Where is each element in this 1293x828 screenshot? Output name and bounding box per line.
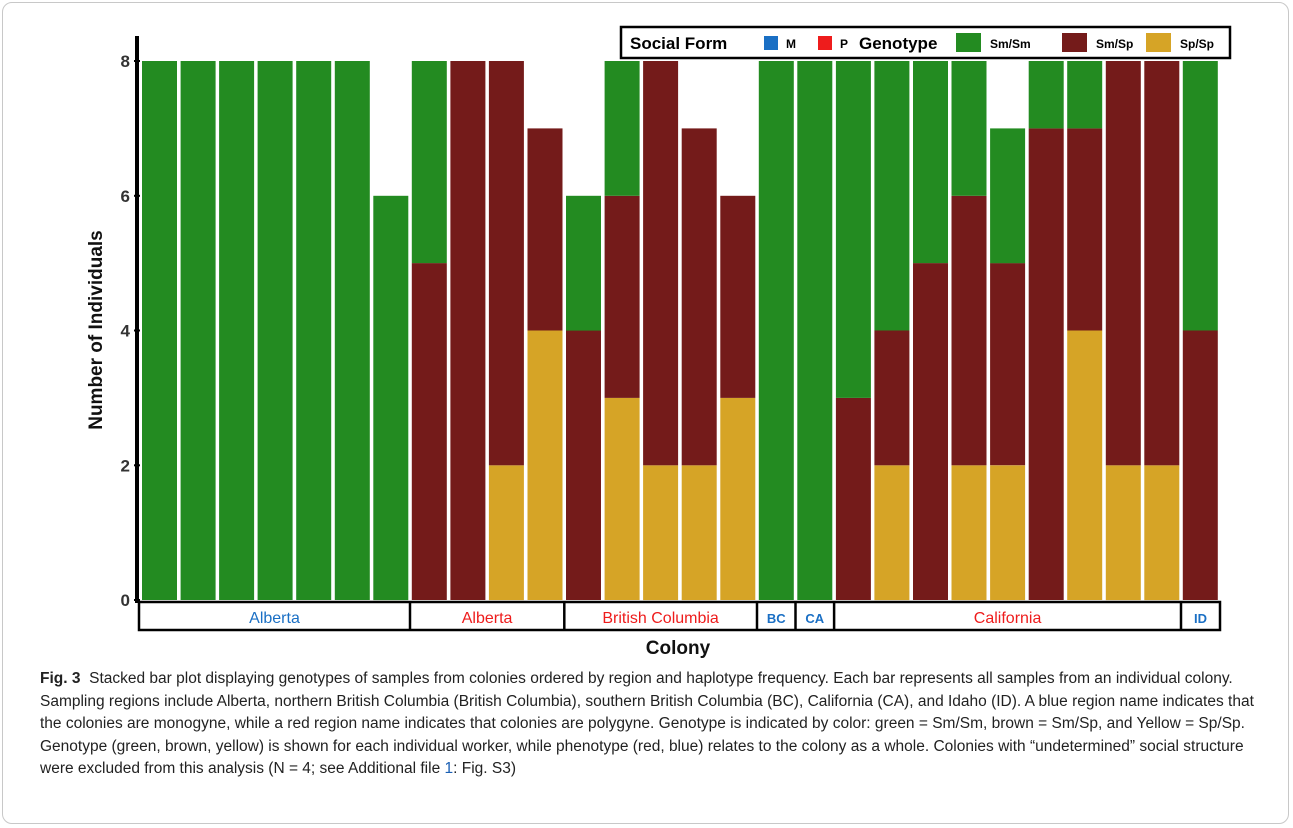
figure-caption: Fig. 3 Stacked bar plot displaying genot… [40,668,1265,781]
y-tick-label-0: 0 [121,591,130,610]
bar-colony-16-sm-sp [720,195,756,398]
bar-colony-20-sp-sp [874,465,910,601]
bar-colony-23-sm-sm [990,128,1026,264]
caption-additional-file-link[interactable]: 1 [444,760,454,777]
bar-colony-22-sp-sp [951,465,987,601]
y-axis-title: Number of Individuals [86,230,107,430]
bar-colony-13-sm-sp [604,195,640,398]
bar-colony-20-sm-sp [874,330,910,466]
bar-colony-26-sp-sp [1105,465,1141,601]
bar-colony-28-sm-sp [1182,330,1218,600]
bar-colony-6-sm-sm [334,61,370,600]
bar-colony-27-sp-sp [1144,465,1180,601]
bar-colony-20-sm-sm [874,61,910,331]
y-tick-label-8: 8 [121,52,130,71]
legend-label-smsm: Sm/Sm [990,37,1031,51]
bar-colony-19-sm-sp [835,397,871,600]
legend: Social Form M P Genotype Sm/Sm Sm/Sp Sp/… [619,25,1232,60]
bar-colony-23-sm-sp [990,263,1026,466]
bar-colony-10-sp-sp [488,465,524,601]
legend-genotype-title: Genotype [859,34,937,53]
bar-colony-13-sp-sp [604,397,640,600]
legend-swatch-smsp [1062,33,1087,52]
region-label-6: California [974,610,1042,627]
y-tick-label-2: 2 [121,456,130,475]
x-axis-title: Colony [646,638,711,659]
bar-colony-23-sp-sp [990,465,1026,601]
bar-colony-18-sm-sm [797,61,833,600]
bar-colony-14-sp-sp [643,465,679,601]
axis-layer: 0 2 4 6 8 [121,36,140,610]
stacked-bar-chart: 0 2 4 6 8 Alberta Alberta British Columbia BC CA… [86,25,1232,659]
bar-colony-24-sm-sm [1028,61,1064,129]
region-label-1: Alberta [249,610,300,627]
bar-colony-26-sm-sp [1105,61,1141,466]
bar-colony-21-sm-sm [913,61,948,264]
legend-swatch-p [818,36,832,50]
bar-colony-11-sm-sp [527,128,563,331]
region-label-3: British Columbia [602,610,719,627]
region-label-bar: Alberta Alberta British Columbia BC CA Califo… [137,600,1222,632]
bar-colony-25-sm-sp [1067,128,1103,331]
region-bar-outline [137,600,1222,632]
legend-swatch-m [764,36,778,50]
bar-colony-25-sp-sp [1067,330,1103,600]
legend-label-spsp: Sp/Sp [1180,37,1214,51]
bar-colony-13-sm-sm [604,61,640,196]
region-label-2: Alberta [462,610,513,627]
region-label-7: ID [1194,611,1207,626]
y-tick-label-6: 6 [121,187,130,206]
caption-text: Stacked bar plot displaying genotypes of… [40,670,1254,777]
bar-colony-4-sm-sm [257,61,293,600]
bar-colony-1-sm-sm [142,61,177,600]
legend-label-p: P [840,37,848,51]
bar-colony-22-sm-sm [951,61,987,196]
legend-social-form-title: Social Form [630,34,727,53]
bar-colony-17-sm-sm [758,61,794,600]
bar-colony-19-sm-sm [835,61,871,398]
bar-colony-27-sm-sp [1144,61,1180,466]
bar-colony-12-sm-sm [566,195,601,331]
region-label-5: CA [805,611,824,626]
bar-colony-14-sm-sp [643,61,679,466]
bar-colony-2-sm-sm [180,61,216,600]
bar-colony-15-sp-sp [681,465,717,601]
bar-colony-10-sm-sp [488,61,524,466]
bar-colony-8-sm-sm [411,61,447,264]
region-label-4: BC [767,611,786,626]
bar-colony-8-sm-sp [411,263,447,600]
bar-colony-16-sp-sp [720,397,756,600]
legend-label-m: M [786,37,796,51]
bar-colony-24-sm-sp [1028,128,1064,600]
legend-label-smsp: Sm/Sp [1096,37,1133,51]
bar-colony-7-sm-sm [373,195,409,601]
caption-text-end: : Fig. S3) [453,760,517,777]
bar-colony-12-sm-sp [566,330,601,600]
bar-colony-28-sm-sm [1182,61,1218,331]
bar-colony-9-sm-sp [450,61,486,600]
bar-colony-25-sm-sm [1067,61,1103,129]
caption-figure-label: Fig. 3 [40,670,81,687]
bar-colony-11-sp-sp [527,330,563,600]
bars-layer [142,61,1218,601]
legend-box [619,25,1232,60]
legend-swatch-spsp [1146,33,1171,52]
legend-swatch-smsm [956,33,981,52]
y-tick-label-4: 4 [121,322,131,341]
bar-colony-3-sm-sm [219,61,255,600]
bar-colony-22-sm-sp [951,195,987,466]
bar-colony-5-sm-sm [296,61,332,600]
bar-colony-21-sm-sp [913,263,948,600]
bar-colony-15-sm-sp [681,128,717,466]
